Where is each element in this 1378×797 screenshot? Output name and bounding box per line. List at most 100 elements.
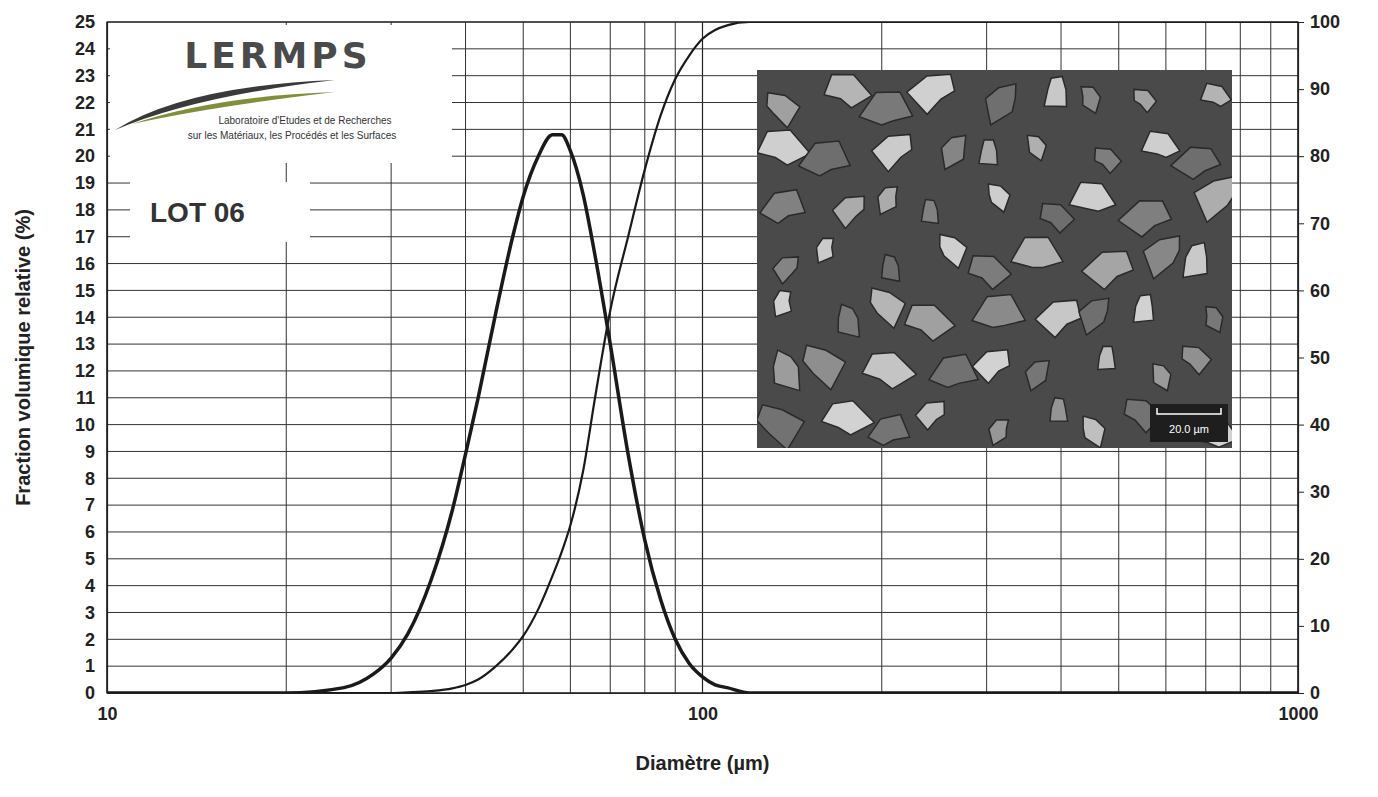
tick-label: 3 — [85, 603, 95, 623]
y-grid-line — [107, 451, 1298, 452]
tick-mark — [1298, 156, 1304, 157]
lot-label: LOT 06 — [130, 182, 310, 242]
tick: 14 — [75, 308, 107, 328]
sem-particle — [1141, 131, 1180, 157]
sem-particle — [774, 291, 792, 317]
sem-particle — [773, 257, 799, 284]
series-group — [107, 22, 1298, 693]
sem-particle — [1194, 177, 1232, 223]
axis-line — [107, 23, 108, 694]
sem-particle — [882, 255, 900, 282]
minor-grid-line — [675, 22, 676, 693]
tick-label: 50 — [1310, 348, 1330, 368]
tick: 90 — [1298, 79, 1330, 99]
sem-particle — [1153, 364, 1171, 391]
tick-label: 10 — [97, 704, 117, 724]
tick: 12 — [75, 361, 107, 381]
y-axis: 0123456789101112131415161718192021222324… — [75, 12, 108, 703]
tick-label: 11 — [76, 388, 95, 408]
tick-mark — [1298, 425, 1304, 426]
x-axis: 101001000 — [97, 693, 1318, 724]
axis-line — [1299, 23, 1305, 694]
tick-label: 4 — [85, 576, 95, 596]
tick-label: 21 — [75, 120, 95, 140]
tick-label: 0 — [1310, 683, 1320, 703]
tick: 70 — [1298, 214, 1330, 234]
sem-particle — [878, 187, 897, 215]
plot-area: 1010010000123456789101112131415161718192… — [75, 12, 1340, 724]
sem-particle — [1035, 300, 1081, 337]
minor-grid-line — [1240, 22, 1241, 693]
y2-axis: 0102030405060708090100 — [1298, 12, 1340, 703]
tick: 22 — [75, 93, 107, 113]
sem-particle — [1183, 243, 1207, 278]
sem-particle — [985, 84, 1015, 125]
tick-label: 70 — [1310, 214, 1330, 234]
sem-particle — [757, 405, 804, 448]
sem-particle — [868, 414, 910, 445]
sem-particle — [1118, 201, 1171, 237]
sem-particle — [1201, 83, 1232, 106]
sem-particle — [1044, 76, 1066, 106]
tick: 3 — [85, 603, 107, 623]
tick: 24 — [75, 39, 107, 59]
tick: 13 — [75, 334, 107, 354]
tick-label: 12 — [75, 361, 95, 381]
tick-mark — [1298, 22, 1304, 23]
tick: 0 — [85, 683, 107, 703]
sem-background — [757, 70, 1232, 448]
y-grid-line — [107, 612, 1298, 613]
sem-particle — [870, 288, 905, 328]
tick-label: 1000 — [1278, 704, 1318, 724]
tick-label: 100 — [1310, 12, 1340, 32]
sem-particle — [988, 184, 1010, 212]
tick: 19 — [75, 173, 107, 193]
sem-particle — [1098, 346, 1116, 369]
sem-particle — [1050, 398, 1068, 422]
logo-text: LERMPS — [184, 35, 371, 76]
tick-label: 1 — [85, 656, 95, 676]
tick: 16 — [75, 254, 107, 274]
tick: 11 — [76, 388, 107, 408]
sem-particle — [972, 294, 1025, 327]
sem-particle — [916, 401, 945, 430]
minor-grid-line — [465, 22, 466, 693]
sem-particle — [832, 196, 864, 228]
sem-particle — [773, 350, 799, 391]
sem-particle — [972, 350, 1009, 384]
tick-label: 18 — [75, 200, 95, 220]
axis-line — [108, 693, 1299, 694]
minor-grid-line — [644, 22, 645, 693]
series-line — [107, 22, 1298, 693]
sem-particle — [862, 352, 916, 388]
tick-label: 13 — [75, 334, 95, 354]
sem-particle — [1011, 237, 1063, 267]
y-grid-line — [107, 666, 1298, 667]
tick-label: 20 — [1310, 549, 1330, 569]
y-grid-line — [107, 531, 1298, 532]
tick: 0 — [1298, 683, 1320, 703]
tick: 7 — [85, 495, 107, 515]
sem-particle — [822, 401, 875, 435]
sem-particle — [1083, 416, 1105, 448]
tick: 20 — [1298, 549, 1330, 569]
tick-label: 17 — [75, 227, 95, 247]
tick-label: 60 — [1310, 281, 1330, 301]
tick-label: 14 — [75, 308, 95, 328]
tick: 10 — [97, 693, 117, 724]
tick: 23 — [75, 66, 107, 86]
tick-label: 23 — [75, 66, 95, 86]
tick: 2 — [85, 630, 107, 650]
tick: 10 — [1298, 616, 1330, 636]
tick: 50 — [1298, 348, 1330, 368]
minor-grid-line — [570, 22, 571, 693]
tick-label: 10 — [1310, 616, 1330, 636]
sem-particle — [929, 354, 978, 387]
sem-particle — [1171, 147, 1221, 179]
tick: 18 — [75, 200, 107, 220]
sem-particle — [904, 305, 955, 341]
y-grid-line — [107, 505, 1298, 506]
scale-bar-line — [1157, 408, 1221, 414]
tick-label: 40 — [1310, 415, 1330, 435]
sem-particle — [859, 92, 912, 125]
